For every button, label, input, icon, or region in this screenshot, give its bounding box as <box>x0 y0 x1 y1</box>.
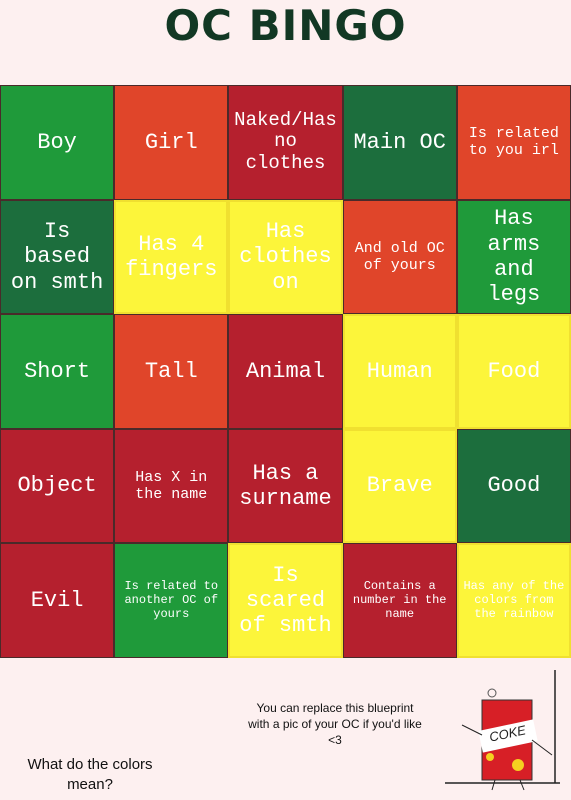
bingo-cell: Is based on smth <box>0 199 115 315</box>
coke-drawing: COKE <box>445 670 560 791</box>
cell-text: Contains a number in the name <box>352 578 447 621</box>
cell-text: Main OC <box>353 129 446 155</box>
cell-text: Evil <box>30 588 84 614</box>
cell-text: And old OC of yours <box>354 239 445 274</box>
bingo-cell: Good <box>456 428 571 544</box>
bingo-cell: Main OC <box>342 85 457 200</box>
cell-text: Has clothes on <box>239 218 332 295</box>
bingo-cell: And old OC of yours <box>342 199 457 315</box>
cell-text: Human <box>366 358 433 384</box>
bingo-cell: Girl <box>114 85 229 200</box>
bingo-cell: Human <box>342 314 457 429</box>
bingo-board: Boy Girl Naked/Has no clothes Main OC Is rel… <box>0 85 571 658</box>
question: What do the colors mean? <box>27 756 153 793</box>
bingo-cell: Has clothes on <box>228 199 343 315</box>
bingo-cell: Brave <box>342 428 457 544</box>
cell-text: Has arms and legs <box>487 206 541 308</box>
cell-text: Is related to you irl <box>468 125 559 160</box>
cell-text: Has a surname <box>239 460 332 512</box>
bingo-cell: Object <box>0 428 115 544</box>
cell-text: Tall <box>144 358 198 384</box>
bingo-cell: Has X in the name <box>114 428 229 544</box>
bingo-cell: Has a surname <box>228 428 343 544</box>
bingo-cell: Food <box>456 314 571 429</box>
bingo-cell: Boy <box>0 85 115 200</box>
cell-text: Girl <box>144 129 198 155</box>
cell-text: Good <box>487 473 541 499</box>
bingo-cell: Is related to another OC of yours <box>114 543 229 658</box>
cell-text: Food <box>487 358 541 384</box>
cell-text: Brave <box>366 473 433 499</box>
bingo-cell: Is scared of smth <box>228 543 343 658</box>
bingo-cell: Is related to you irl <box>456 85 571 200</box>
cell-text: Has any of the colors from the rainbow <box>463 578 565 621</box>
cell-text: Short <box>24 358 91 384</box>
cell-text: Animal <box>245 358 326 384</box>
bingo-cell: Has any of the colors from the rainbow <box>456 543 571 658</box>
bingo-cell: Contains a number in the name <box>342 543 457 658</box>
cell-text: Has 4 fingers <box>125 231 218 282</box>
title: OC BINGO <box>164 1 407 50</box>
bingo-cell: Short <box>0 314 115 429</box>
bingo-cell: Tall <box>114 314 229 429</box>
bingo-cell: Has arms and legs <box>456 199 571 315</box>
bingo-cell: Has 4 fingers <box>114 199 229 315</box>
bingo-cell: Animal <box>228 314 343 429</box>
bingo-cell: Naked/Has no clothes <box>228 85 343 200</box>
cell-text: Has X in the name <box>135 468 208 504</box>
cell-text: Naked/Has no clothes <box>234 108 337 175</box>
cell-text: Is based on smth <box>10 218 104 295</box>
cell-text: Boy <box>37 129 77 155</box>
cell-text: Object <box>17 473 97 499</box>
cell-text: Is related to another OC of yours <box>124 578 219 621</box>
bingo-cell: Evil <box>0 543 115 658</box>
cell-text: Is scared of smth <box>239 562 332 639</box>
note: You can replace this blueprint with a pi… <box>248 701 422 747</box>
